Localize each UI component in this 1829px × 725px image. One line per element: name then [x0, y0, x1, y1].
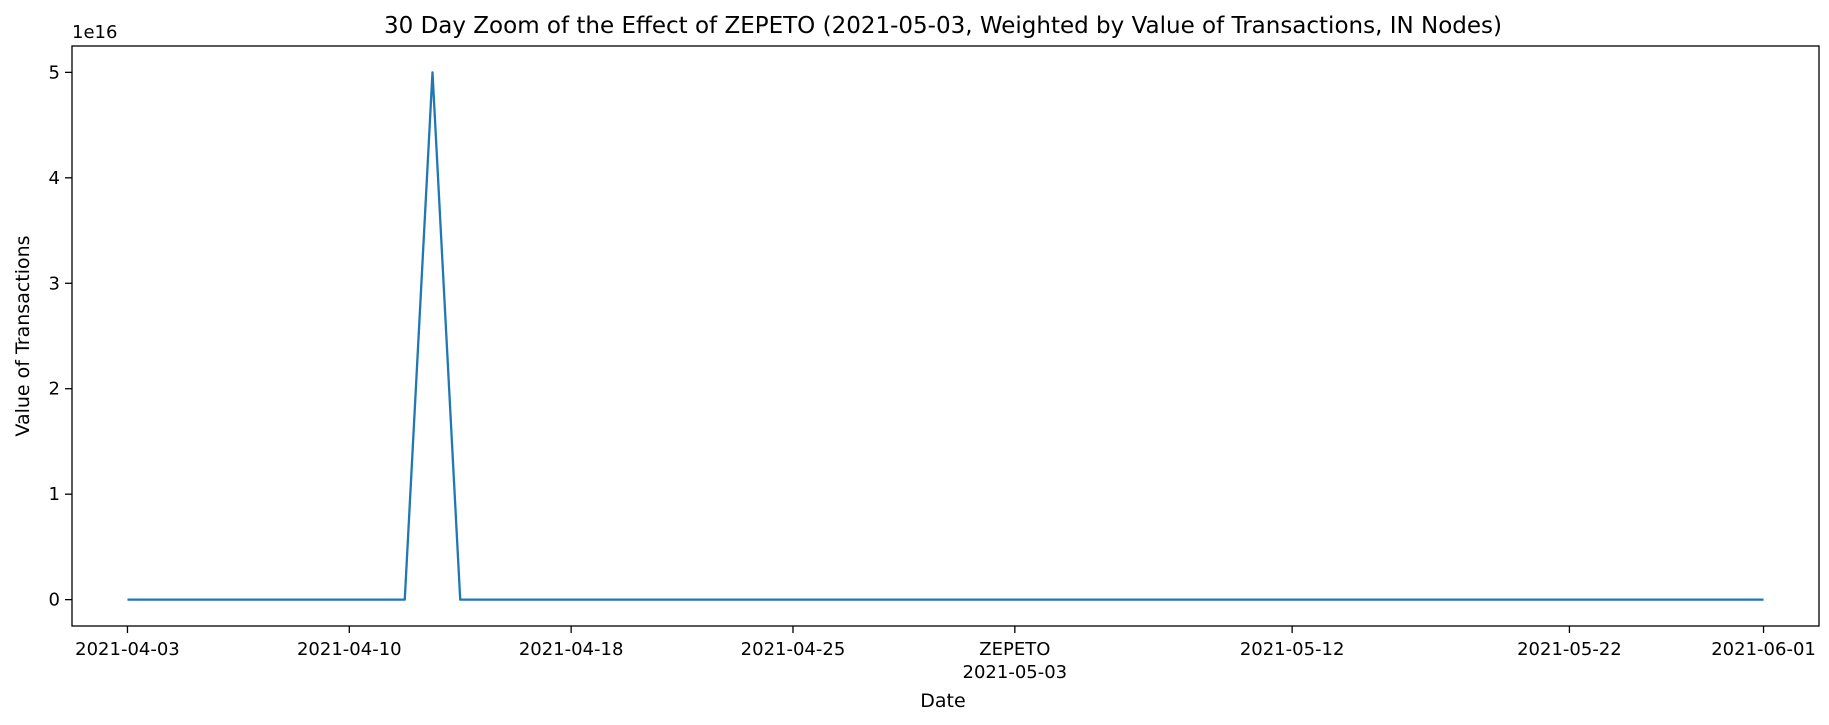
series-line	[127, 71, 1764, 601]
x-tick-label: 2021-05-22	[1517, 639, 1622, 660]
y-tick-label: 5	[49, 62, 60, 83]
y-axis-multiplier: 1e16	[72, 22, 117, 43]
x-tick-label: 2021-05-03	[963, 662, 1068, 683]
y-axis-ticks: 0 1 2 3 4 5	[49, 62, 72, 611]
x-tick-label: 2021-04-10	[297, 639, 402, 660]
y-tick-label: 1	[49, 484, 60, 505]
x-tick-label: 2021-04-18	[519, 639, 624, 660]
x-axis-ticks: 2021-04-03 2021-04-10 2021-04-18 2021-04-25…	[75, 626, 1816, 683]
y-tick-label: 4	[49, 168, 60, 189]
plot-area	[72, 46, 1819, 626]
x-tick-label: ZEPETO	[979, 639, 1050, 660]
y-tick-label: 3	[49, 273, 60, 294]
plot-frame	[71, 45, 1820, 627]
chart-title: 30 Day Zoom of the Effect of ZEPETO (202…	[384, 13, 1502, 39]
y-axis-label: Value of Transactions	[12, 235, 34, 436]
y-tick-label: 0	[49, 590, 60, 611]
x-tick-label: 2021-04-25	[741, 639, 846, 660]
x-axis-label: Date	[920, 690, 965, 712]
y-tick-label: 2	[49, 379, 60, 400]
x-tick-label: 2021-04-03	[75, 639, 180, 660]
x-tick-label: 2021-06-01	[1711, 639, 1816, 660]
series-layer	[127, 71, 1764, 601]
x-tick-label: 2021-05-12	[1240, 639, 1345, 660]
